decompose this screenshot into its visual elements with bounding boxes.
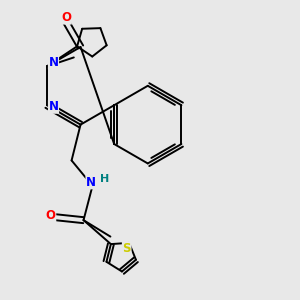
Text: S: S [122, 242, 131, 255]
Text: O: O [61, 11, 71, 24]
Text: N: N [49, 100, 58, 113]
Text: N: N [86, 176, 96, 189]
Text: H: H [100, 174, 110, 184]
Text: N: N [49, 56, 58, 69]
Text: O: O [46, 209, 56, 222]
